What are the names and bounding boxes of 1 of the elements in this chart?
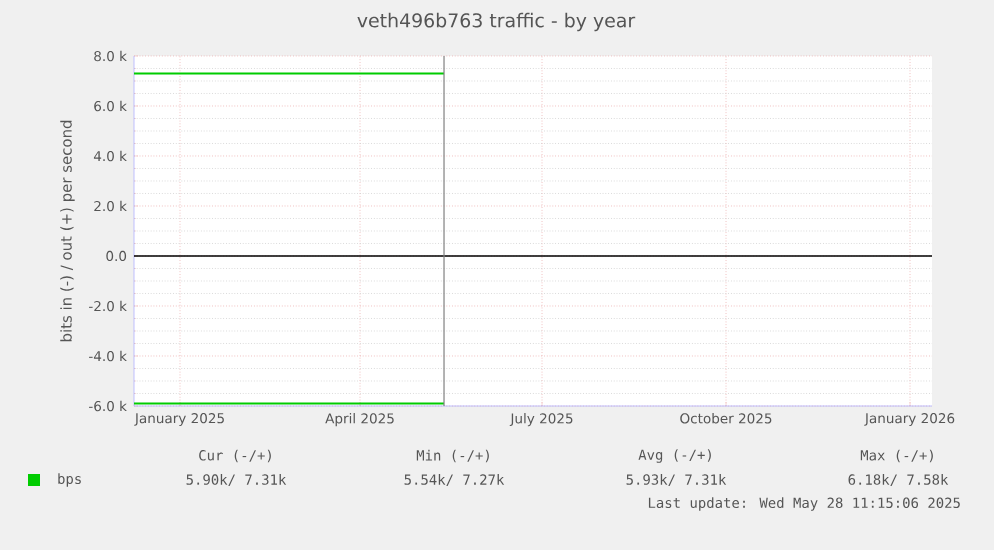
chart-title: veth496b763 traffic - by year [357, 12, 636, 32]
